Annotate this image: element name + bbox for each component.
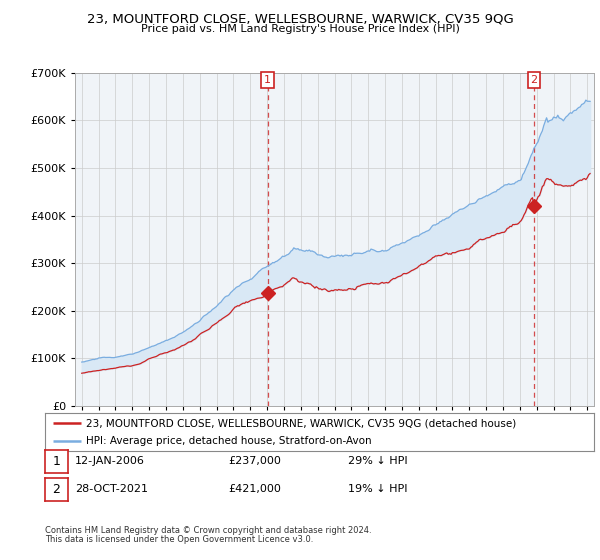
Text: 28-OCT-2021: 28-OCT-2021 (75, 484, 148, 494)
Text: Price paid vs. HM Land Registry's House Price Index (HPI): Price paid vs. HM Land Registry's House … (140, 24, 460, 34)
Text: 19% ↓ HPI: 19% ↓ HPI (348, 484, 407, 494)
Text: 23, MOUNTFORD CLOSE, WELLESBOURNE, WARWICK, CV35 9QG (detached house): 23, MOUNTFORD CLOSE, WELLESBOURNE, WARWI… (86, 418, 517, 428)
Text: Contains HM Land Registry data © Crown copyright and database right 2024.: Contains HM Land Registry data © Crown c… (45, 526, 371, 535)
Text: 1: 1 (52, 455, 61, 468)
Text: 2: 2 (52, 483, 61, 496)
Text: £421,000: £421,000 (228, 484, 281, 494)
Text: £237,000: £237,000 (228, 456, 281, 466)
Text: HPI: Average price, detached house, Stratford-on-Avon: HPI: Average price, detached house, Stra… (86, 436, 372, 446)
Text: 23, MOUNTFORD CLOSE, WELLESBOURNE, WARWICK, CV35 9QG: 23, MOUNTFORD CLOSE, WELLESBOURNE, WARWI… (86, 12, 514, 25)
Text: 29% ↓ HPI: 29% ↓ HPI (348, 456, 407, 466)
Text: 1: 1 (264, 75, 271, 85)
Text: 2: 2 (530, 75, 538, 85)
Text: This data is licensed under the Open Government Licence v3.0.: This data is licensed under the Open Gov… (45, 535, 313, 544)
Text: 12-JAN-2006: 12-JAN-2006 (75, 456, 145, 466)
